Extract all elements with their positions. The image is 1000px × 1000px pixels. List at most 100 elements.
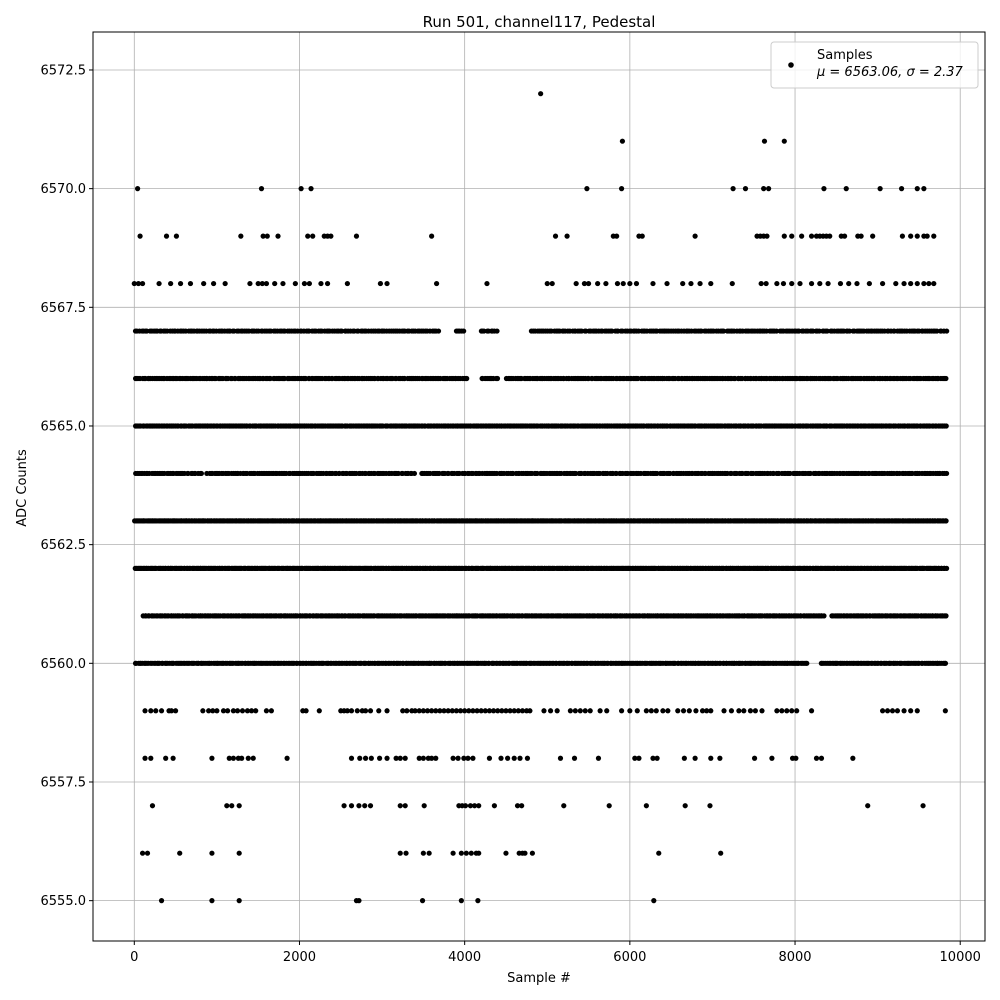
y-tick-label: 6557.5	[41, 775, 87, 790]
data-point	[942, 708, 948, 714]
data-point	[482, 708, 488, 714]
data-point	[808, 708, 815, 714]
data-point	[250, 755, 256, 761]
data-point	[587, 708, 593, 714]
data-point	[239, 755, 245, 761]
data-point	[618, 708, 625, 714]
data-point	[455, 755, 461, 761]
data-point	[156, 280, 162, 287]
data-point	[236, 803, 242, 809]
data-point	[654, 755, 660, 761]
data-point	[163, 233, 170, 239]
data-point	[931, 280, 937, 287]
data-point	[633, 280, 640, 287]
data-point	[362, 803, 368, 809]
data-point	[821, 186, 827, 192]
data-point	[461, 755, 467, 761]
data-point	[163, 755, 169, 761]
data-point	[797, 280, 803, 287]
data-point	[301, 280, 308, 287]
data-point	[759, 708, 765, 714]
data-point	[441, 708, 447, 714]
data-point	[462, 708, 468, 714]
data-point	[908, 708, 914, 714]
x-tick-label: 10000	[940, 950, 981, 965]
data-point	[761, 138, 768, 144]
data-point	[229, 803, 235, 809]
data-point	[879, 280, 886, 287]
data-point	[799, 233, 805, 239]
data-point	[298, 186, 304, 192]
data-point	[688, 280, 694, 287]
data-point	[614, 280, 621, 287]
data-point	[920, 803, 926, 809]
data-point	[498, 755, 504, 761]
data-point	[328, 233, 334, 239]
data-point	[490, 708, 497, 714]
data-point	[741, 708, 747, 714]
data-point	[137, 233, 143, 239]
data-point	[177, 850, 183, 856]
data-point	[348, 708, 355, 714]
data-point	[632, 755, 638, 761]
x-axis-label: Sample #	[507, 971, 571, 986]
data-point	[465, 755, 471, 761]
data-point	[680, 708, 687, 714]
data-point	[139, 280, 146, 287]
data-point	[901, 708, 907, 714]
data-point	[766, 186, 772, 192]
data-point	[697, 280, 703, 287]
data-point	[816, 328, 822, 334]
data-point	[214, 708, 220, 714]
data-point	[308, 186, 314, 192]
data-point	[618, 186, 625, 192]
data-point	[209, 755, 215, 761]
data-point	[348, 803, 355, 809]
data-point	[527, 708, 533, 714]
data-point	[139, 850, 146, 856]
data-point	[651, 898, 657, 904]
data-point	[541, 708, 547, 714]
data-point	[198, 470, 204, 477]
data-point	[865, 803, 871, 809]
y-tick-label: 6555.0	[41, 894, 87, 909]
data-points	[131, 91, 950, 904]
data-point	[222, 280, 228, 287]
data-point	[751, 755, 758, 761]
data-point	[529, 850, 535, 856]
data-point	[650, 280, 656, 287]
data-point	[934, 328, 940, 334]
data-point	[177, 280, 184, 287]
data-point	[720, 328, 727, 334]
data-point	[376, 708, 382, 714]
data-point	[889, 708, 896, 714]
data-point	[564, 233, 570, 239]
data-point	[573, 280, 579, 287]
data-point	[170, 755, 176, 761]
data-point	[538, 91, 544, 97]
data-point	[742, 186, 749, 192]
data-point	[522, 850, 528, 856]
data-point	[636, 755, 642, 761]
data-point	[730, 186, 736, 192]
data-point	[841, 233, 848, 239]
data-point	[717, 755, 723, 761]
data-point	[344, 280, 350, 287]
data-point	[362, 755, 369, 761]
data-point	[158, 708, 165, 714]
data-point	[794, 708, 800, 714]
data-point	[495, 708, 501, 714]
data-point	[433, 755, 439, 761]
data-point	[704, 708, 710, 714]
data-point	[437, 708, 443, 714]
data-point	[944, 565, 950, 571]
data-point	[517, 755, 523, 761]
data-point	[397, 850, 403, 856]
data-point	[692, 755, 698, 761]
data-point	[789, 233, 795, 239]
data-point	[149, 803, 156, 809]
data-point	[397, 803, 403, 809]
data-point	[894, 708, 901, 714]
legend-series-label: Samples	[817, 48, 873, 63]
data-point	[457, 708, 464, 714]
